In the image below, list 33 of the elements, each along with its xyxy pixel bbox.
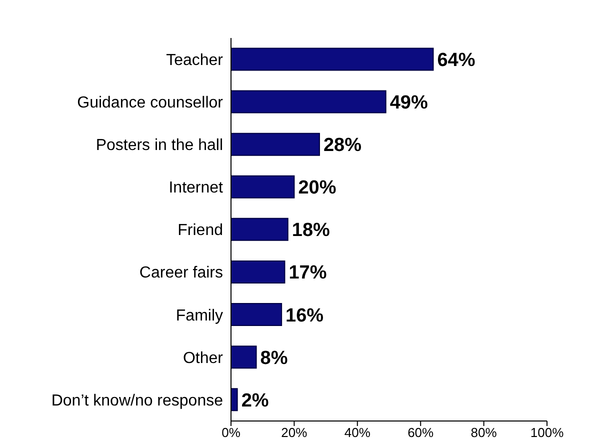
data-label: 20% [298, 178, 336, 199]
data-label: 49% [390, 92, 428, 114]
y-tick-label: Guidance counsellor [77, 94, 224, 112]
data-label: 2% [241, 390, 269, 412]
bar [231, 48, 434, 71]
y-tick-label: Posters in the hall [96, 137, 223, 154]
y-tick-label: Don’t know/no response [51, 392, 224, 410]
bar [231, 218, 288, 241]
bar [231, 132, 320, 156]
y-tick-label: Friend [178, 222, 223, 240]
x-tick-label: 100% [530, 425, 564, 440]
bar [231, 303, 282, 326]
data-label: 16% [286, 305, 324, 326]
x-tick-label: 80% [470, 425, 498, 440]
y-tick-label: Internet [168, 180, 224, 197]
bar [231, 175, 295, 198]
data-label: 64% [437, 50, 476, 71]
y-tick-label: Career fairs [139, 264, 223, 282]
y-tick-label: Teacher [166, 52, 224, 69]
data-label: 17% [288, 262, 327, 284]
x-tick-label: 60% [408, 425, 434, 440]
bar [231, 346, 257, 369]
bar [231, 260, 286, 284]
bar [231, 388, 238, 412]
data-label: 28% [323, 135, 362, 156]
data-label: 18% [292, 220, 330, 242]
y-tick-label: Other [182, 350, 224, 367]
x-tick-label: 20% [281, 425, 308, 440]
data-label: 8% [260, 348, 288, 369]
x-tick-label: 40% [344, 425, 371, 440]
y-tick-label: Family [176, 307, 223, 324]
x-tick-label: 0% [222, 425, 241, 440]
bar [231, 90, 386, 114]
